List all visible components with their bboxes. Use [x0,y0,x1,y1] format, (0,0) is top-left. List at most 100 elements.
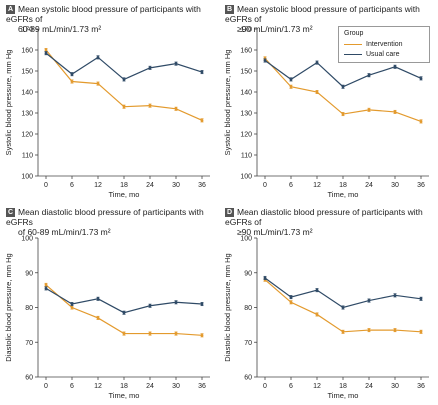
panel-b-ytick-label: 110 [241,153,252,160]
panel-a-ytick-label: 150 [21,69,33,76]
panel-a-point-usual-care [122,78,126,81]
legend: Group Intervention Usual care [338,26,430,63]
panel-a-xtick-label: 0 [44,182,48,189]
panel-b-title-line1: Mean systolic blood pressure of particip… [225,4,420,24]
panel-b-x-axis-label: Time, mo [328,190,359,199]
panel-a-point-intervention [70,80,74,83]
legend-item-intervention: Intervention [344,39,424,49]
panel-a-ytick-label: 130 [21,111,33,118]
panel-b-xtick-label: 12 [313,182,321,189]
panel-d-xtick-label: 0 [263,383,267,390]
panel-c-title-line1: Mean diastolic blood pressure of partici… [6,207,204,227]
panel-a-x-axis-label: Time, mo [109,190,140,199]
panel-a-point-intervention [96,82,100,85]
panel-c-x-axis-label: Time, mo [109,391,140,400]
panel-b-point-intervention [315,90,319,94]
panel-a-y-axis-label: Systolic blood pressure, mm Hg [4,50,13,156]
panel-c-point-usual-care [200,302,204,306]
panel-d-letter: D [225,208,234,217]
panel-c-ytick-label: 70 [25,340,33,347]
panel-b-xtick-label: 36 [417,182,425,189]
panel-a-point-usual-care [70,72,74,76]
panel-c-point-intervention [174,332,178,335]
panel-b-ytick-label: 140 [240,90,252,97]
panel-d-title-line2: ≥90 mL/min/1.73 m² [237,227,313,237]
panel-d: D Mean diastolic blood pressure of partic… [219,205,438,405]
panel-c-title-line2: of 60-89 mL/min/1.73 m² [18,227,111,237]
panel-a-title-line2: 60-89 mL/min/1.73 m² [18,24,102,34]
panel-c-point-intervention [148,332,152,335]
panel-b-y-axis-label: Systolic blood pressure, mm Hg [223,50,232,156]
panel-c-xtick-label: 36 [198,383,206,390]
panel-b-ytick-label: 170 [240,27,252,34]
panel-a-xtick-label: 30 [172,182,180,189]
panel-b-xtick-label: 30 [391,182,399,189]
panel-c-point-intervention [122,332,126,335]
panel-c-xtick-label: 12 [94,383,102,390]
panel-a-ytick-label: 120 [21,132,33,139]
panel-c-ytick-label: 60 [25,375,33,382]
panel-c-ytick-label: 80 [25,305,33,312]
panel-d-point-usual-care [419,297,423,301]
panel-b-point-intervention [419,120,423,123]
panel-a-ytick-label: 170 [21,27,33,34]
panel-d-ytick-label: 70 [244,340,252,347]
panel-a-point-usual-care [174,62,178,66]
panel-b-point-usual-care [315,61,319,64]
panel-b-xtick-label: 24 [365,182,373,189]
panel-b-ytick-label: 120 [240,132,252,139]
panel-a-ytick-label: 100 [21,174,33,181]
panel-c-xtick-label: 30 [172,383,180,390]
panel-d-point-intervention [419,330,423,334]
panel-d-xtick-label: 6 [289,383,293,390]
panel-c-point-usual-care [44,286,48,290]
panel-b-point-usual-care [341,85,345,89]
panel-c-point-intervention [44,283,48,287]
panel-a-line-usual-care [45,52,203,81]
panel-c-xtick-label: 18 [120,383,128,390]
legend-label-usual-care: Usual care [366,50,400,58]
panel-b-point-usual-care [263,59,267,62]
panel-c-point-usual-care [122,311,126,315]
panel-c-line-usual-care [45,287,203,314]
panel-d-point-usual-care [315,288,319,292]
panel-a: A Mean systolic blood pressure of partici… [0,0,219,202]
panel-d-xtick-label: 30 [391,383,399,390]
panel-b-xtick-label: 6 [289,182,293,189]
panel-d-xtick-label: 24 [365,383,373,390]
panel-a-xtick-label: 36 [198,182,206,189]
panel-d-point-usual-care [367,299,371,302]
panel-c-point-intervention [96,316,100,320]
panel-c-xtick-label: 6 [70,383,74,390]
panel-b-point-intervention [393,110,397,114]
panel-a-title: A Mean systolic blood pressure of partici… [6,4,216,34]
panel-a-ytick-label: 110 [22,153,33,160]
panel-b-title: B Mean systolic blood pressure of partici… [225,4,437,34]
panel-a-point-intervention [200,118,204,122]
panel-d-x-axis-label: Time, mo [328,391,359,400]
panel-c-point-usual-care [70,302,74,306]
panel-a-point-usual-care [148,66,152,70]
panel-d-point-usual-care [289,295,293,299]
legend-swatch-usual-care [344,53,362,55]
panel-d-chart: 60 70 80 90 100 0 6 12 18 24 30 36 Time, mo Diastolic… [223,236,429,400]
panel-b-point-intervention [289,85,293,89]
panel-a-xtick-label: 18 [120,182,128,189]
panel-c-title: C Mean diastolic blood pressure of partic… [6,207,216,237]
panel-b-line-usual-care [264,60,422,88]
panel-a-xtick-label: 12 [94,182,102,189]
panel-c-chart: 60 70 80 90 100 0 6 12 18 24 30 36 Time, mo Diastolic… [4,236,210,400]
panel-a-point-usual-care [96,55,100,59]
panel-a-title-line1: Mean systolic blood pressure of particip… [6,4,201,24]
panel-b-chart: 100 110 120 130 140 150 160 170 0 6 12 18 24 30 36 Time… [223,27,429,199]
panel-c: C Mean diastolic blood pressure of partic… [0,205,219,405]
panel-d-point-usual-care [263,276,267,280]
panel-b-ytick-label: 150 [240,69,252,76]
panel-d-title: D Mean diastolic blood pressure of partic… [225,207,437,237]
panel-d-ytick-label: 60 [244,375,252,382]
panel-d-point-intervention [341,330,345,334]
panel-a-ytick-label: 140 [21,90,33,97]
panel-d-ytick-label: 80 [244,305,252,312]
panel-c-point-intervention [200,333,204,337]
